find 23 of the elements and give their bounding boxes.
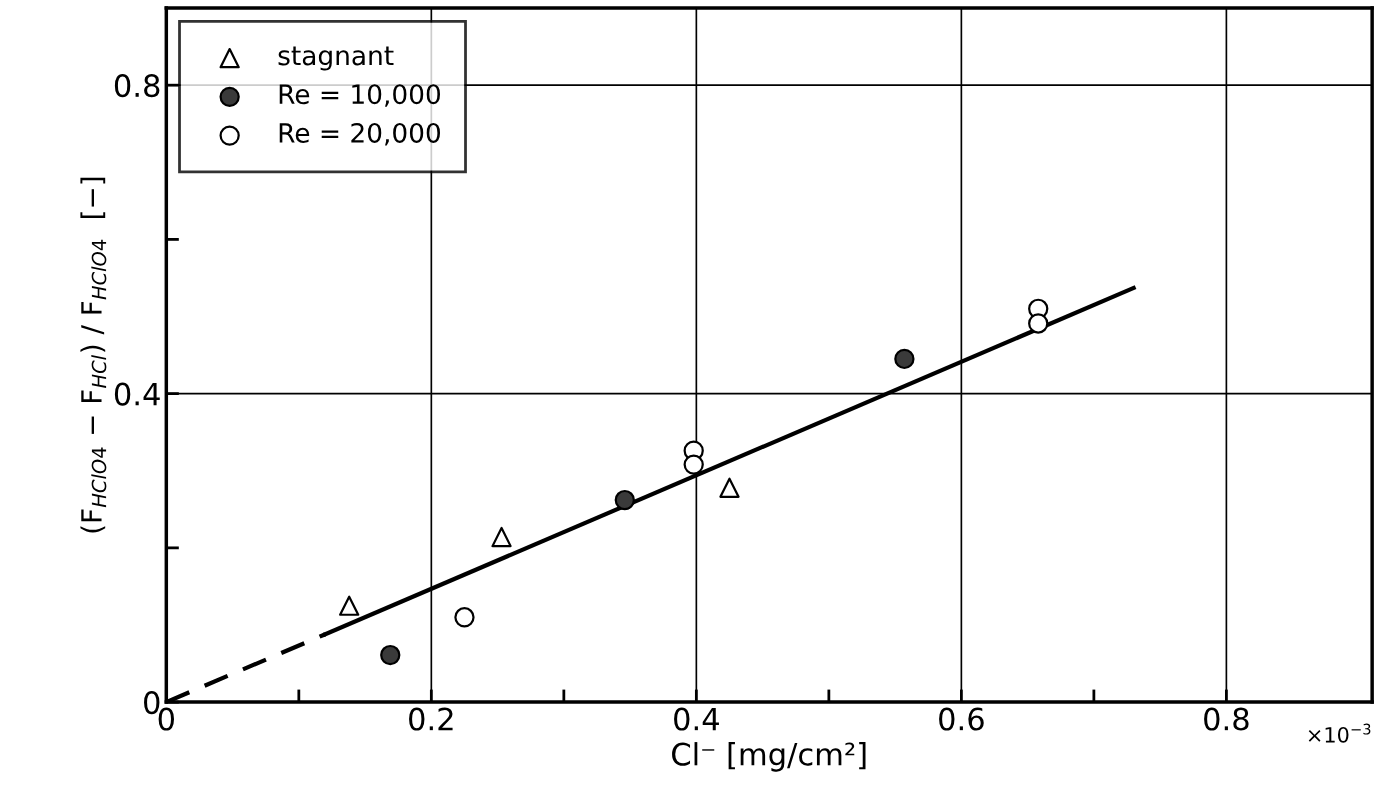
text: ×10$^{−3}$ (1308, 723, 1371, 743)
x-tick-label: 0.8 (1204, 707, 1249, 731)
x-axis-title: Cl⁻ [mg/cm²] (672, 742, 866, 772)
x-tick-label: 0.4 (674, 707, 719, 731)
y-tick-label: 0.8 (114, 74, 160, 98)
x-tick-label: 0.6 (939, 707, 984, 731)
point (491, 526, 512, 548)
point (894, 348, 915, 370)
x-tick-label: 0.2 (409, 707, 453, 731)
point (683, 454, 704, 475)
point (614, 489, 635, 511)
y-tick-label: 0 (144, 691, 160, 715)
point (380, 644, 401, 666)
point (1028, 313, 1049, 334)
x-tick-label: 0 (158, 707, 175, 731)
legend-label: Re = 20,000 (279, 122, 441, 146)
legend-label: Re = 10,000 (279, 84, 441, 107)
point (454, 607, 475, 628)
y-tick-label: 0.4 (114, 382, 160, 406)
legend-label: stagnant (278, 46, 394, 71)
y-axis-title: (F$_{HClO4}$ − F$_{HCl}$) / F$_{HClO4}$ [−] (80, 177, 107, 533)
point (719, 477, 740, 498)
point (339, 595, 360, 616)
